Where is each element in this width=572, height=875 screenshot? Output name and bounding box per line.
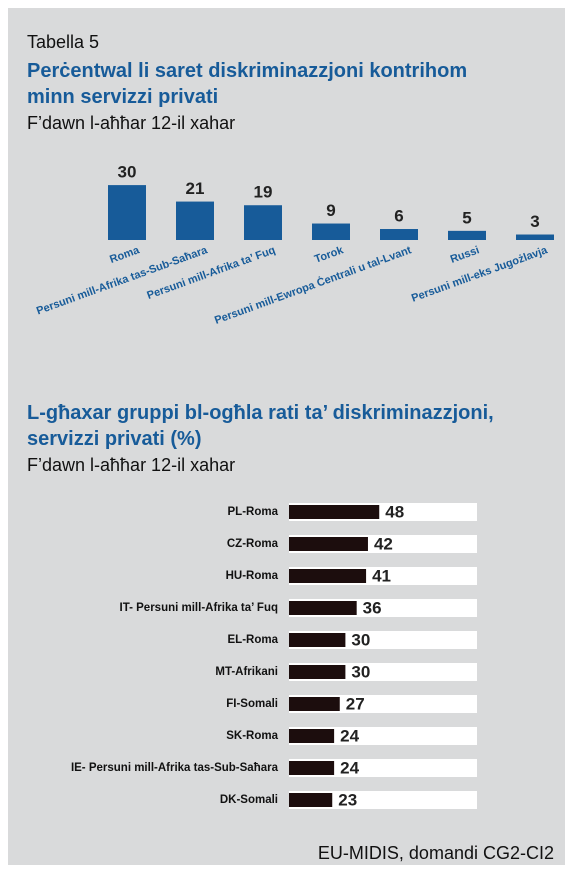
bar [289, 761, 335, 775]
value-label: 27 [346, 694, 365, 713]
chart-title: Perċentwal li saret diskriminazzjoni kon… [27, 60, 468, 108]
bar [289, 569, 367, 583]
bar [312, 223, 350, 240]
x-tick-label: Roma [108, 244, 142, 266]
value-label: 23 [338, 790, 357, 809]
y-tick-label: SK-Roma [226, 730, 278, 742]
value-label: 24 [340, 758, 359, 777]
bar [289, 697, 340, 711]
bar [289, 729, 335, 743]
bar [289, 537, 368, 551]
y-tick-label: EL-Roma [228, 634, 279, 646]
bar [289, 633, 346, 647]
value-label: 24 [340, 726, 359, 745]
value-label: 41 [372, 566, 391, 585]
value-label: 9 [326, 201, 335, 220]
value-label: 30 [118, 163, 137, 182]
y-tick-label: IE- Persuni mill-Afrika tas-Sub-Saħara [71, 762, 279, 774]
bar [448, 230, 486, 240]
y-tick-label: MT-Afrikani [215, 666, 278, 678]
bar [289, 665, 346, 679]
panel [8, 8, 565, 865]
x-tick-label: Russi [449, 244, 481, 266]
y-tick-label: HU-Roma [226, 570, 279, 582]
bar [289, 505, 380, 519]
chart-subtitle: F’dawn l-aħħar 12-il xahar [27, 455, 236, 475]
y-tick-label: PL-Roma [228, 506, 279, 518]
y-tick-label: DK-Somali [220, 794, 278, 806]
y-tick-label: FI-Somali [226, 698, 278, 710]
source: EU-MIDIS, domandi CG2-CI2 [317, 843, 554, 863]
value-label: 30 [351, 630, 370, 649]
bar [289, 793, 333, 807]
value-label: 6 [394, 207, 403, 226]
bar [516, 234, 554, 240]
value-label: 3 [530, 212, 539, 231]
value-label: 42 [374, 534, 393, 553]
bar [289, 601, 357, 615]
table-label: Tabella 5 [27, 32, 100, 52]
value-label: 19 [254, 183, 273, 202]
value-label: 30 [351, 662, 370, 681]
bar [244, 205, 282, 240]
y-tick-label: CZ-Roma [227, 538, 279, 550]
bar [380, 229, 418, 240]
chart-subtitle: F’dawn l-aħħar 12-il xahar [27, 113, 236, 133]
track [289, 759, 477, 777]
bar [108, 185, 146, 240]
value-label: 48 [385, 502, 404, 521]
bar [176, 201, 214, 240]
track [289, 791, 477, 809]
chart-title: L-għaxar gruppi bl-ogħla rati ta’ diskri… [27, 402, 494, 450]
track [289, 727, 477, 745]
value-label: 5 [462, 208, 471, 227]
x-tick-label: Torok [313, 244, 346, 266]
value-label: 21 [186, 179, 205, 198]
y-tick-label: IT- Persuni mill-Afrika ta’ Fuq [120, 602, 278, 614]
value-label: 36 [363, 598, 382, 617]
x-tick-label: Persuni mill-Afrika ta’ Fuq [145, 244, 277, 302]
